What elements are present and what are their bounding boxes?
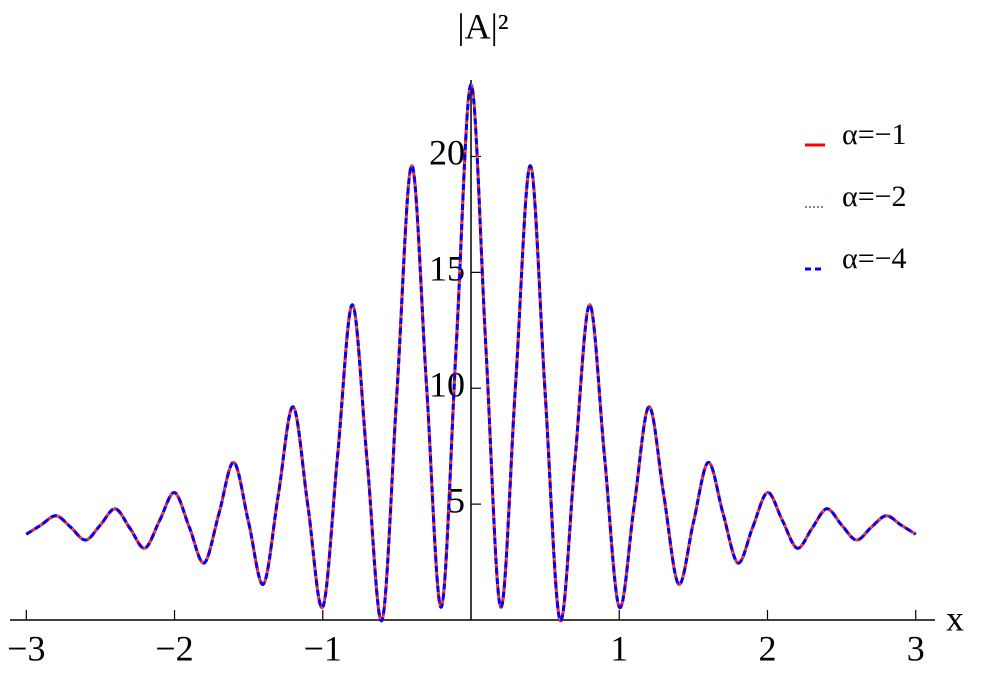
x-axis-label: x [946, 598, 964, 638]
x-tick-label: −2 [155, 628, 193, 668]
line-series [25, 83, 917, 623]
x-tick-label: −3 [7, 628, 45, 668]
legend-label: α=−4 [842, 242, 907, 275]
x-tick-label: 3 [907, 628, 925, 668]
y-tick-label: 10 [429, 365, 465, 405]
y-tick-label: 5 [447, 480, 465, 520]
legend-label: α=−1 [842, 118, 907, 151]
x-tick-label: −1 [304, 628, 342, 668]
y-tick-label: 20 [429, 133, 465, 173]
legend-label: α=−2 [842, 180, 907, 213]
x-tick-label: 1 [610, 628, 628, 668]
x-tick-label: 2 [758, 628, 776, 668]
y-axis-label: |A|² [457, 6, 508, 46]
